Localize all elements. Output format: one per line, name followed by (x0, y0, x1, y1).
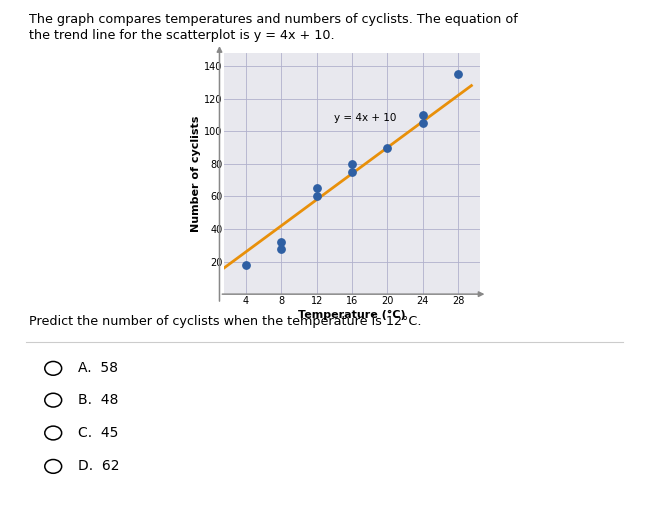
Point (276, 238, 287, 246)
Point (417, 119, 428, 127)
Text: A.  58: A. 58 (78, 361, 118, 375)
Point (417, 111, 428, 119)
Point (312, 184, 322, 192)
Text: y = 4x + 10: y = 4x + 10 (334, 113, 397, 123)
Text: D.  62: D. 62 (78, 460, 119, 473)
Text: the trend line for the scatterplot is y = 4x + 10.: the trend line for the scatterplot is y … (29, 29, 335, 42)
Point (312, 192, 322, 201)
Point (347, 160, 357, 168)
Text: The graph compares temperatures and numbers of cyclists. The equation of: The graph compares temperatures and numb… (29, 13, 518, 26)
Text: C.  45: C. 45 (78, 426, 118, 440)
Point (276, 244, 287, 253)
Text: B.  48: B. 48 (78, 393, 118, 407)
Point (347, 167, 357, 176)
Text: Predict the number of cyclists when the temperature is 12°C.: Predict the number of cyclists when the … (29, 315, 422, 329)
Y-axis label: Number of cyclists: Number of cyclists (191, 116, 201, 232)
Point (382, 143, 393, 152)
Point (453, 70, 463, 78)
X-axis label: Temperature (°C): Temperature (°C) (299, 310, 406, 320)
Point (241, 261, 251, 269)
